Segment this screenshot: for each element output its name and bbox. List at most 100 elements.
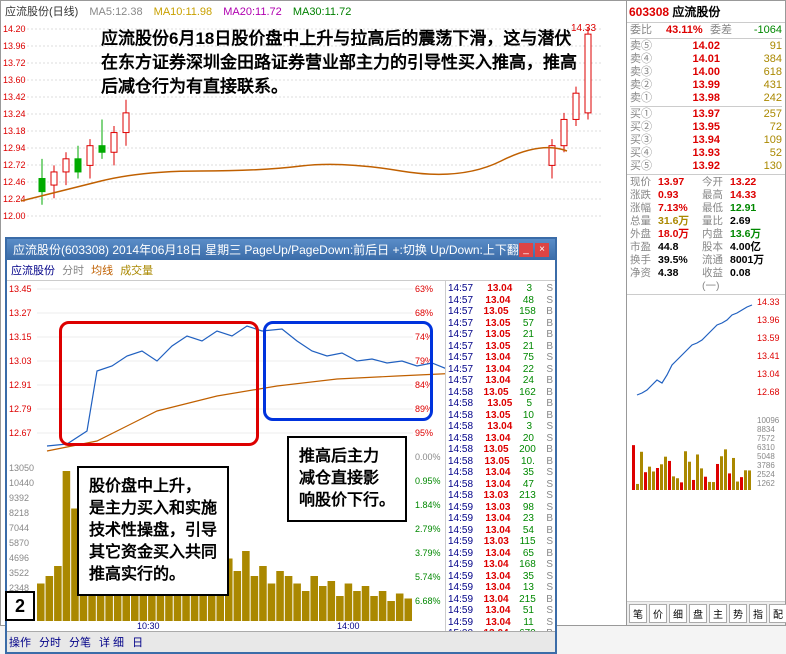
tick-row: 14:5813.055B xyxy=(448,398,553,410)
stock-stats: 现价13.97今开13.22涨跌0.93最高14.33涨幅7.13%最低12.9… xyxy=(627,174,785,294)
tick-row: 14:5913.0411S xyxy=(448,617,553,629)
footer-tab[interactable]: 操作 xyxy=(9,634,31,650)
svg-text:13.72: 13.72 xyxy=(3,58,26,68)
tick-row: 14:5913.04215B xyxy=(448,594,553,606)
right-tab[interactable]: 盘 xyxy=(689,604,707,623)
left-panel: 应流股份(日线) MA5:12.38 MA10:11.98 MA20:11.72… xyxy=(1,1,627,625)
right-tab[interactable]: 势 xyxy=(729,604,747,623)
svg-text:13.96: 13.96 xyxy=(757,315,780,325)
tick-row: 14:5913.0454B xyxy=(448,525,553,537)
orderbook: 委比43.11%委差-1064卖⑤14.0291卖④14.01384卖③14.0… xyxy=(627,23,785,174)
svg-text:12.00: 12.00 xyxy=(3,211,26,221)
mini-intraday-chart: 14.3313.9613.5913.4113.0412.681009688347… xyxy=(627,294,785,601)
svg-text:14:00: 14:00 xyxy=(337,621,360,631)
svg-text:13.60: 13.60 xyxy=(3,75,26,85)
svg-text:13050: 13050 xyxy=(9,463,34,473)
svg-text:5870: 5870 xyxy=(9,538,29,548)
popup-titlebar[interactable]: 应流股份(603308) 2014年06月18日 星期三 PageUp/Page… xyxy=(7,239,555,260)
svg-text:13.27: 13.27 xyxy=(9,308,32,318)
tick-row: 14:5813.043S xyxy=(448,421,553,433)
svg-text:0.00%: 0.00% xyxy=(415,452,441,462)
tick-row: 14:5713.0448S xyxy=(448,295,553,307)
svg-text:2.79%: 2.79% xyxy=(415,524,441,534)
right-tab[interactable]: 细 xyxy=(669,604,687,623)
tick-row: 14:5813.0510.B xyxy=(448,456,553,468)
popup-footer-tabs: 操作分时分笔详 细日 xyxy=(7,631,555,652)
svg-text:7572: 7572 xyxy=(757,434,775,443)
right-tab[interactable]: 主 xyxy=(709,604,727,623)
svg-text:3786: 3786 xyxy=(757,461,775,470)
footer-tab[interactable]: 分时 xyxy=(39,634,61,650)
right-tab[interactable]: 价 xyxy=(649,604,667,623)
svg-text:5048: 5048 xyxy=(757,452,775,461)
svg-text:6310: 6310 xyxy=(757,443,775,452)
right-tabs: 笔价细盘主势指配筹 xyxy=(627,601,785,625)
ma20: MA20:11.72 xyxy=(223,6,282,18)
svg-text:3.79%: 3.79% xyxy=(415,548,441,558)
popup-subheader: 应流股份 分时 均线 成交量 xyxy=(7,260,555,281)
svg-text:2524: 2524 xyxy=(757,470,775,479)
minimize-icon[interactable]: _ xyxy=(519,243,533,257)
mode-vol[interactable]: 成交量 xyxy=(120,265,153,277)
stock-name: 应流股份 xyxy=(672,5,720,19)
mode-avg[interactable]: 均线 xyxy=(91,265,113,277)
tick-row: 14:5913.0451S xyxy=(448,605,553,617)
tick-row: 14:5913.03115S xyxy=(448,536,553,548)
svg-text:9392: 9392 xyxy=(9,493,29,503)
svg-text:12.79: 12.79 xyxy=(9,404,32,414)
svg-text:6.68%: 6.68% xyxy=(415,596,441,606)
footer-tab[interactable]: 详 细 xyxy=(99,634,124,650)
svg-text:68%: 68% xyxy=(415,308,433,318)
stock-code: 603308 xyxy=(629,5,669,19)
right-tab[interactable]: 指 xyxy=(749,604,767,623)
svg-text:7044: 7044 xyxy=(9,523,29,533)
tick-row: 14:5813.0510B xyxy=(448,410,553,422)
tick-row: 14:5913.0465B xyxy=(448,548,553,560)
ma5: MA5:12.38 xyxy=(89,6,142,18)
svg-text:12.68: 12.68 xyxy=(757,387,780,397)
svg-text:13.42: 13.42 xyxy=(3,92,26,102)
svg-text:10:30: 10:30 xyxy=(137,621,160,631)
svg-text:12.91: 12.91 xyxy=(9,380,32,390)
svg-text:13.59: 13.59 xyxy=(757,333,780,343)
svg-text:1.84%: 1.84% xyxy=(415,500,441,510)
svg-text:63%: 63% xyxy=(415,284,433,294)
tick-row: 14:5713.05158B xyxy=(448,306,553,318)
chart-header: 应流股份(日线) MA5:12.38 MA10:11.98 MA20:11.72… xyxy=(5,3,359,19)
page-number: 2 xyxy=(5,591,35,621)
tick-row: 14:5813.0447S xyxy=(448,479,553,491)
tick-row: 14:5713.0475S xyxy=(448,352,553,364)
svg-text:8218: 8218 xyxy=(9,508,29,518)
window-controls: _ × xyxy=(519,243,549,257)
footer-tab[interactable]: 日 xyxy=(132,634,143,650)
mode-fenshi[interactable]: 分时 xyxy=(62,265,84,277)
svg-text:12.24: 12.24 xyxy=(3,194,26,204)
tick-row: 14:5713.0424B xyxy=(448,375,553,387)
svg-text:13.45: 13.45 xyxy=(9,284,32,294)
annotation-red-box xyxy=(59,321,259,446)
title: 应流股份(日线) xyxy=(5,6,78,18)
right-tab[interactable]: 笔 xyxy=(629,604,647,623)
annotation-blue-box xyxy=(263,321,433,421)
annotation-text-1: 股价盘中上升，是主力买入和实施技术性操盘，引导其它资金买入共同推高实行的。 xyxy=(77,466,229,596)
svg-text:4696: 4696 xyxy=(9,553,29,563)
tick-row: 14:5913.0423B xyxy=(448,513,553,525)
description: 应流股份6月18日股价盘中上升与拉高后的震荡下滑，这与潜伏在东方证券深圳金田路证… xyxy=(101,27,586,99)
main-container: 应流股份(日线) MA5:12.38 MA10:11.98 MA20:11.72… xyxy=(0,0,786,626)
footer-tab[interactable]: 分笔 xyxy=(69,634,91,650)
svg-text:12.72: 12.72 xyxy=(3,160,26,170)
svg-text:5.74%: 5.74% xyxy=(415,572,441,582)
svg-text:13.15: 13.15 xyxy=(9,332,32,342)
close-icon[interactable]: × xyxy=(535,243,549,257)
tick-row: 14:5913.04168S xyxy=(448,559,553,571)
svg-text:12.67: 12.67 xyxy=(9,428,32,438)
tick-row: 14:5913.0413S xyxy=(448,582,553,594)
tick-row: 14:5913.0398S xyxy=(448,502,553,514)
svg-text:10440: 10440 xyxy=(9,478,34,488)
svg-text:13.03: 13.03 xyxy=(9,356,32,366)
tick-row: 14:5813.0435S xyxy=(448,467,553,479)
svg-text:12.46: 12.46 xyxy=(3,177,26,187)
tick-row: 14:5913.0435S xyxy=(448,571,553,583)
right-tab[interactable]: 配 xyxy=(769,604,786,623)
svg-text:12.94: 12.94 xyxy=(3,143,26,153)
